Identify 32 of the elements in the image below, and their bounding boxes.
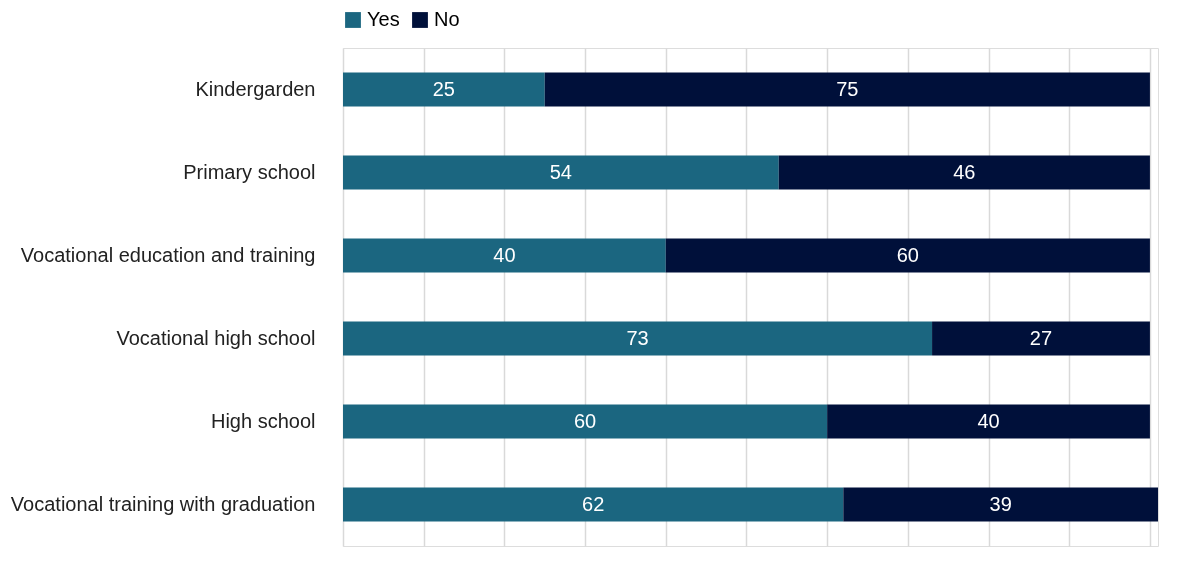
data-label: 60 xyxy=(573,409,597,432)
bar xyxy=(665,238,1150,273)
bar xyxy=(827,404,1150,439)
data-label: 62 xyxy=(582,492,605,515)
bar xyxy=(544,72,1150,107)
bar xyxy=(343,238,666,273)
data-label: 54 xyxy=(549,160,572,183)
legend-label: Yes xyxy=(367,8,400,30)
bar xyxy=(932,321,1150,356)
bar xyxy=(343,321,933,356)
data-label: 40 xyxy=(977,409,1000,432)
legend-label: No xyxy=(434,8,460,30)
bar xyxy=(778,155,1150,190)
data-label: 40 xyxy=(493,243,516,266)
y-tick-label: Vocational training with graduation xyxy=(10,492,316,515)
y-tick-label: Vocational high school xyxy=(116,326,316,349)
y-tick-label: Vocational education and training xyxy=(20,243,316,266)
data-label: 73 xyxy=(626,326,649,349)
y-tick-label: Kindergarden xyxy=(195,77,316,100)
bar xyxy=(343,72,545,107)
bar xyxy=(343,404,828,439)
bar xyxy=(843,487,1158,522)
bar xyxy=(343,155,779,190)
data-label: 60 xyxy=(896,243,919,266)
data-label: 75 xyxy=(836,77,859,100)
data-label: 27 xyxy=(1029,326,1053,349)
y-tick-label: Primary school xyxy=(183,160,316,183)
bar xyxy=(343,487,844,522)
data-label: 39 xyxy=(989,492,1012,515)
data-label: 25 xyxy=(432,77,455,100)
y-tick-label: High school xyxy=(210,409,316,432)
data-label: 46 xyxy=(953,160,976,183)
